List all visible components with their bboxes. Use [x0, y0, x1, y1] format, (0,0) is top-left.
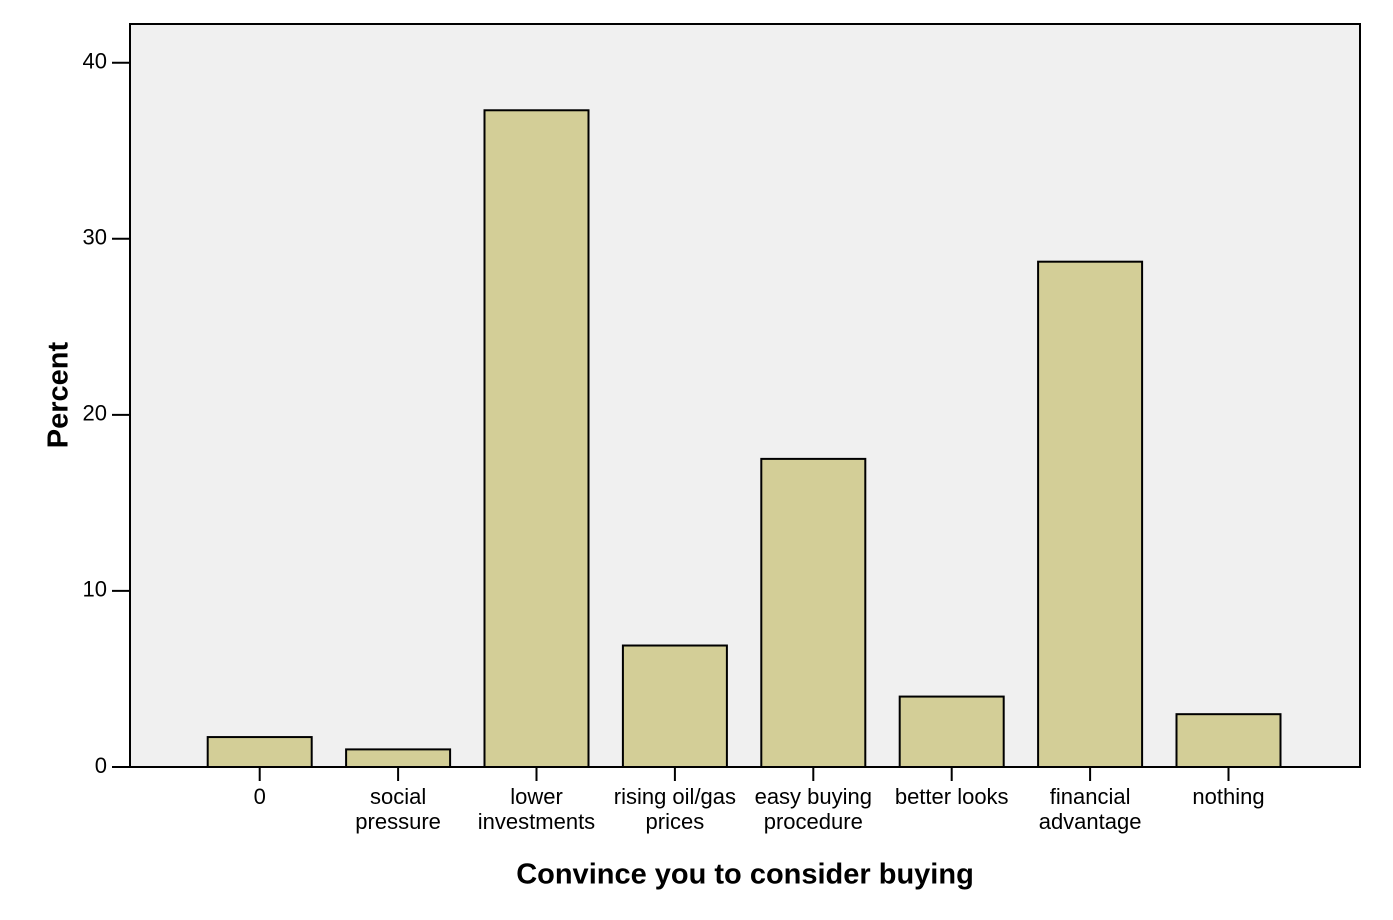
- bar: [345, 748, 452, 769]
- plot-area: [129, 23, 1361, 768]
- x-tick-label: advantage: [1039, 809, 1142, 834]
- x-tick-label: financial: [1050, 784, 1131, 809]
- y-axis-title: Percent: [43, 341, 75, 448]
- x-axis-title: Convince you to consider buying: [516, 859, 974, 891]
- x-tick-label: procedure: [764, 809, 863, 834]
- bar: [760, 457, 867, 768]
- y-tick-label: 20: [83, 401, 107, 426]
- x-tick-label: lower: [510, 784, 563, 809]
- x-tick-label: easy buying: [755, 784, 872, 809]
- x-tick-label: pressure: [355, 809, 441, 834]
- x-tick-label: social: [370, 784, 426, 809]
- y-tick-label: 0: [95, 753, 107, 778]
- bar: [1175, 713, 1282, 769]
- x-tick-label: rising oil/gas: [614, 784, 736, 809]
- bar: [206, 736, 313, 769]
- bar: [898, 695, 1005, 769]
- y-tick-label: 10: [83, 577, 107, 602]
- bar: [483, 109, 590, 768]
- x-tick-label: 0: [254, 784, 266, 809]
- bar: [1037, 260, 1144, 768]
- y-tick-label: 30: [83, 225, 107, 250]
- bar: [621, 644, 728, 768]
- x-tick-label: better looks: [895, 784, 1009, 809]
- x-tick-label: prices: [646, 809, 705, 834]
- x-tick-label: investments: [478, 809, 595, 834]
- x-tick-label: nothing: [1192, 784, 1264, 809]
- y-tick-label: 40: [83, 49, 107, 74]
